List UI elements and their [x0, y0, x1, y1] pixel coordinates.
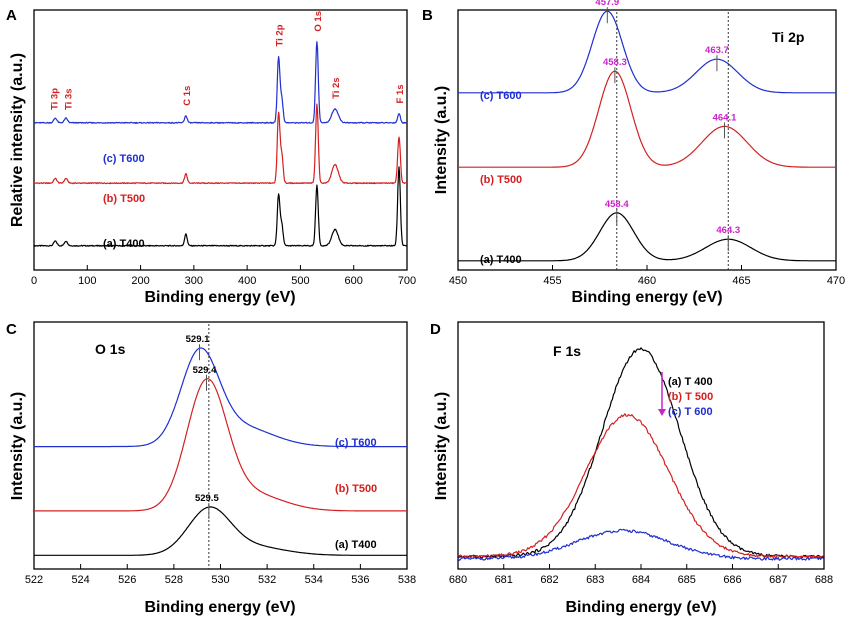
panel-c-label-t400: (a) T400 [335, 539, 377, 551]
panel-c-peak-label: 529.4 [193, 365, 217, 376]
panel-d-xtick-label: 684 [632, 574, 650, 586]
panel-a-letter: A [6, 7, 17, 24]
panel-b-xlabel: Binding energy (eV) [571, 289, 722, 306]
panel-a-xlabel: Binding energy (eV) [144, 289, 295, 306]
panel-a-xtick-label: 700 [398, 275, 416, 287]
panel-d-xtick-label: 685 [678, 574, 696, 586]
panel-b-xtick-label: 460 [638, 275, 656, 287]
panel-c-xtick-label: 522 [25, 574, 43, 586]
panel-b-xtick-label: 470 [827, 275, 845, 287]
panel-c-xtick-label: 538 [398, 574, 416, 586]
panel-b-series-line [458, 10, 836, 94]
panel-d-series-line [457, 528, 825, 561]
panel-c-letter: C [6, 321, 17, 338]
panel-a-series-line [33, 41, 408, 124]
panel-b-peak-label: 464.1 [713, 112, 737, 123]
legend-item-t400: (a) T 400 [668, 376, 713, 388]
panel-c-xtick-label: 534 [305, 574, 323, 586]
panel-b-series-line [458, 212, 836, 262]
panel-b-peak-label: 463.7 [705, 45, 729, 56]
panel-a-xtick-label: 300 [185, 275, 203, 287]
panel-a-peak-annotation: Ti 3p [50, 88, 61, 110]
panel-a-peak-annotation: Ti 3s [64, 89, 75, 110]
panel-b-label-t400: (a) T400 [480, 254, 522, 266]
panel-c-series-line [34, 378, 407, 512]
panel-c-peak-label: 529.5 [195, 493, 219, 504]
panel-a-xtick-label: 0 [31, 275, 37, 287]
panel-c-series-line [34, 347, 407, 448]
panel-a-series-line [33, 103, 408, 185]
panel-d-series-line [457, 413, 825, 559]
panel-d-xtick-label: 681 [495, 574, 513, 586]
panel-d-xtick-label: 688 [815, 574, 833, 586]
panel-d-ylabel: Intensity (a.u.) [433, 392, 450, 500]
panel-d-xtick-label: 682 [540, 574, 558, 586]
panel-b-peak-label: 457.9 [595, 0, 619, 8]
panel-d-title: F 1s [553, 343, 581, 359]
panel-a-xtick-label: 600 [345, 275, 363, 287]
panel-d-xtick-label: 686 [723, 574, 741, 586]
panel-a-xtick-label: 400 [238, 275, 256, 287]
panel-b-title: Ti 2p [772, 29, 804, 45]
panel-d-letter: D [430, 321, 441, 338]
panel-c-ylabel: Intensity (a.u.) [9, 392, 26, 500]
panel-c-series-line [34, 506, 407, 556]
panel-a-peak-annotation: O 1s [313, 11, 324, 32]
panel-b-peak-label: 458.4 [605, 199, 629, 210]
panel-c-xlabel: Binding energy (eV) [144, 599, 295, 616]
panel-c-xtick-label: 536 [351, 574, 369, 586]
panel-a-xtick-label: 100 [78, 275, 96, 287]
panel-b-label-t600: (c) T600 [480, 90, 522, 102]
panel-a-label-t400: (a) T400 [103, 238, 145, 250]
panel-a-peak-annotation: F 1s [395, 84, 406, 103]
panel-b-label-t500: (b) T500 [480, 174, 522, 186]
panel-d-legend: (a) T 400 (b) T 500 (c) T 600 [658, 372, 713, 418]
panel-a-xtick-label: 200 [131, 275, 149, 287]
panel-c-xtick-label: 526 [118, 574, 136, 586]
panel-a-peak-annotation: C 1s [182, 86, 193, 106]
panel-d-xlabel: Binding energy (eV) [565, 599, 716, 616]
panel-a-frame [33, 9, 408, 271]
panel-b-xtick-label: 450 [449, 275, 467, 287]
panel-a-xtick-label: 500 [291, 275, 309, 287]
panel-b-xtick-label: 465 [732, 275, 750, 287]
panel-d-xtick-label: 683 [586, 574, 604, 586]
panel-d-series-line [457, 347, 825, 559]
panel-c-label-t500: (b) T500 [335, 483, 377, 495]
panel-b-xtick-label: 455 [543, 275, 561, 287]
legend-item-t600: (c) T 600 [668, 406, 713, 418]
panel-c-peak-label: 529.1 [186, 334, 210, 345]
panel-c-xtick-label: 524 [71, 574, 89, 586]
panel-c-xtick-label: 530 [211, 574, 229, 586]
panel-a-ylabel: Relative intensity (a.u.) [9, 53, 26, 227]
panel-c-xtick-label: 528 [165, 574, 183, 586]
panel-c-label-t600: (c) T600 [335, 437, 377, 449]
panel-a-series-line [33, 166, 408, 247]
panel-d-xtick-label: 687 [769, 574, 787, 586]
panel-d-xtick-label: 680 [449, 574, 467, 586]
panel-b-peak-label: 464.3 [716, 225, 740, 236]
panel-a-label-t500: (b) T500 [103, 193, 145, 205]
panel-b-ylabel: Intensity (a.u.) [433, 86, 450, 194]
panel-a-label-t600: (c) T600 [103, 153, 145, 165]
panel-c-title: O 1s [95, 341, 126, 357]
panel-a-peak-annotation: Ti 2s [331, 77, 342, 98]
panel-b-letter: B [422, 7, 433, 24]
legend-arrow-head [658, 409, 666, 416]
panel-b-frame [457, 9, 837, 271]
panel-a-peak-annotation: Ti 2p [275, 24, 286, 46]
legend-item-t500: (b) T 500 [668, 391, 713, 403]
panel-b-series-line [458, 70, 836, 168]
panel-b-peak-label: 458.3 [603, 57, 627, 68]
panel-c-xtick-label: 532 [258, 574, 276, 586]
